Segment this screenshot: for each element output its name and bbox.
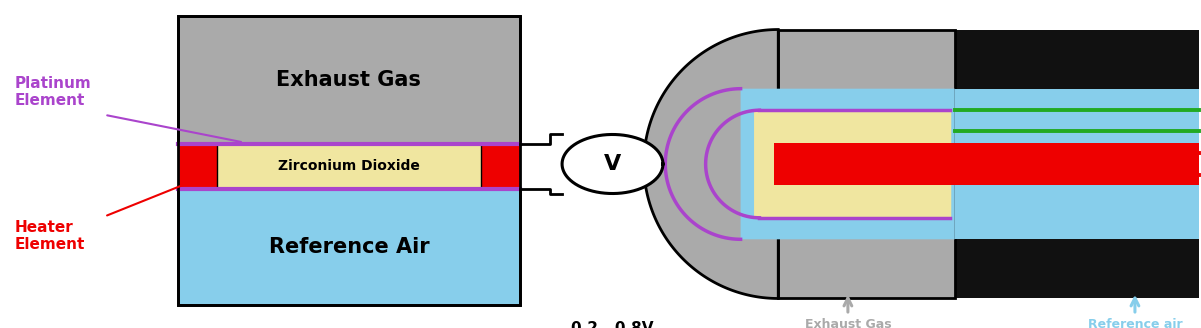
Bar xyxy=(775,143,1199,185)
Text: Heater
Element: Heater Element xyxy=(14,220,85,252)
Text: Reference air: Reference air xyxy=(1088,318,1182,328)
Bar xyxy=(178,16,520,305)
Bar xyxy=(955,89,1199,239)
Bar xyxy=(217,144,480,189)
Bar xyxy=(178,144,520,189)
Bar xyxy=(178,16,520,144)
FancyBboxPatch shape xyxy=(741,89,955,239)
Text: Platinum
Element: Platinum Element xyxy=(14,76,91,108)
Polygon shape xyxy=(644,30,778,298)
Bar xyxy=(778,30,955,298)
Bar xyxy=(178,189,520,305)
Text: V: V xyxy=(604,154,621,174)
Text: Exhaust Gas: Exhaust Gas xyxy=(276,70,422,90)
Text: 0.2 - 0.8V: 0.2 - 0.8V xyxy=(572,321,653,328)
Text: Reference Air: Reference Air xyxy=(269,237,429,257)
Bar xyxy=(778,30,1199,89)
Text: Zirconium Dioxide: Zirconium Dioxide xyxy=(277,159,420,174)
Bar xyxy=(778,239,1199,298)
Text: Exhaust Gas: Exhaust Gas xyxy=(805,318,891,328)
Polygon shape xyxy=(562,134,663,194)
FancyBboxPatch shape xyxy=(754,110,951,218)
